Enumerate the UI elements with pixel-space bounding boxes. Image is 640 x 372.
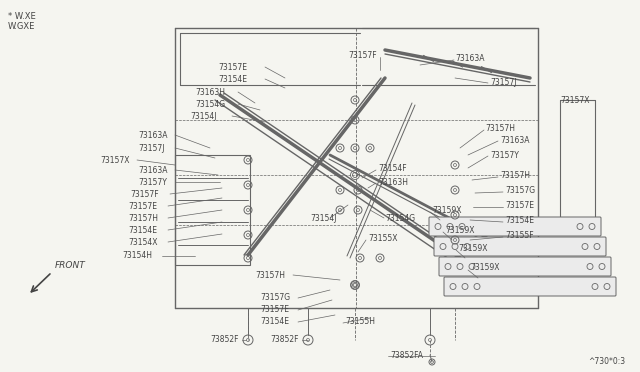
Text: 73159X: 73159X [432,205,461,215]
Text: 73157J: 73157J [138,144,164,153]
Text: 73154E: 73154E [218,74,247,83]
FancyBboxPatch shape [434,237,606,256]
FancyBboxPatch shape [429,217,601,236]
Text: 73163A: 73163A [500,135,529,144]
Text: 73155H: 73155H [345,317,375,327]
Text: 73159X: 73159X [458,244,488,253]
Text: 73163H: 73163H [195,87,225,96]
Text: 73154J: 73154J [310,214,337,222]
Text: 73157X: 73157X [100,155,129,164]
Text: 73163A: 73163A [138,166,168,174]
Text: 73852FA: 73852FA [390,350,423,359]
Text: 73157E: 73157E [260,305,289,314]
Text: 73157G: 73157G [260,294,290,302]
Text: 73157E: 73157E [505,201,534,209]
Text: 73157F: 73157F [130,189,159,199]
Text: 73157H: 73157H [128,214,158,222]
Text: 73157Y: 73157Y [490,151,519,160]
Text: 73155F: 73155F [505,231,534,240]
Text: 73852F: 73852F [270,336,298,344]
Text: 73159X: 73159X [470,263,499,273]
Text: 73157X: 73157X [560,96,589,105]
Text: 73157J: 73157J [490,77,516,87]
Text: 73157E: 73157E [218,62,247,71]
Text: * W.XE: * W.XE [8,12,36,20]
Text: 73852F: 73852F [210,336,239,344]
Text: 73154G: 73154G [385,214,415,222]
FancyBboxPatch shape [444,277,616,296]
Text: 73154E: 73154E [260,317,289,327]
Text: 73157H: 73157H [485,124,515,132]
Text: 73157Y: 73157Y [138,177,167,186]
Text: ^730*0:3: ^730*0:3 [588,357,625,366]
Text: 73163A: 73163A [455,54,484,62]
Text: 73157H: 73157H [500,170,530,180]
Text: 73154F: 73154F [378,164,406,173]
Text: 73157E: 73157E [128,202,157,211]
Text: 73154H: 73154H [122,251,152,260]
Text: 73163A: 73163A [138,131,168,140]
Text: 73154E: 73154E [505,215,534,224]
Text: 73154E: 73154E [128,225,157,234]
Text: 73154G: 73154G [195,99,225,109]
FancyBboxPatch shape [439,257,611,276]
Text: 73163H: 73163H [378,177,408,186]
Text: W.GXE: W.GXE [8,22,35,31]
Text: 73157H: 73157H [255,270,285,279]
Text: 73159X: 73159X [445,225,474,234]
Text: 73155X: 73155X [368,234,397,243]
Text: 73157F: 73157F [348,51,376,60]
Text: 73157G: 73157G [505,186,535,195]
Text: 73154J: 73154J [190,112,216,121]
Text: FRONT: FRONT [55,260,86,269]
Text: 73154X: 73154X [128,237,157,247]
